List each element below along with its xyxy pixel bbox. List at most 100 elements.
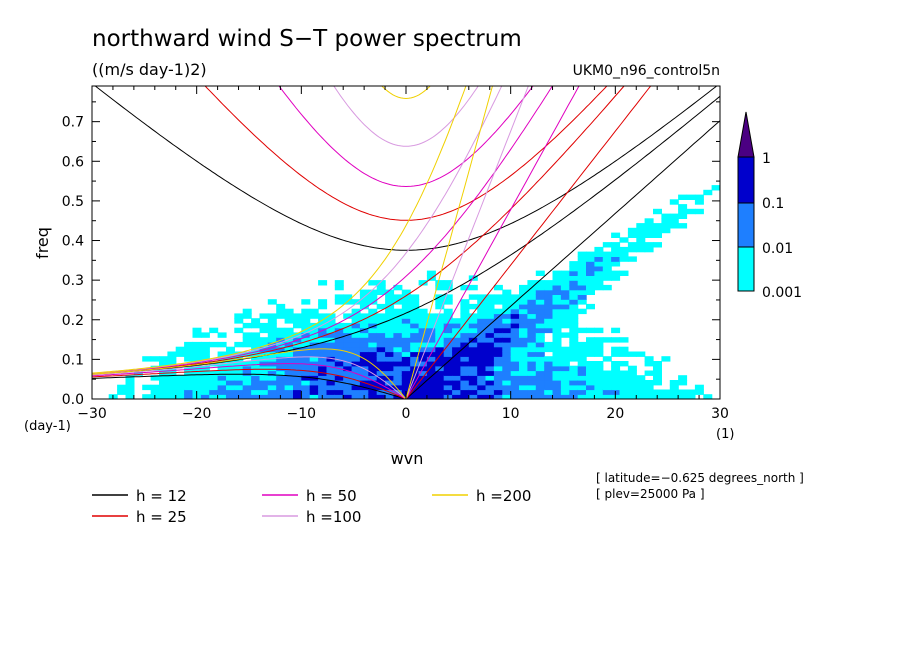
heatmap-cell — [242, 341, 252, 348]
heatmap-cell — [544, 327, 554, 334]
heatmap-cell — [351, 365, 361, 372]
heatmap-cell — [485, 365, 495, 372]
heatmap-cell — [493, 318, 503, 324]
heatmap-cell — [234, 318, 244, 324]
heatmap-cell — [401, 327, 411, 334]
heatmap-cell — [644, 380, 654, 386]
heatmap-cell — [376, 365, 386, 372]
heatmap-cell — [535, 294, 545, 300]
heatmap-cell — [267, 346, 277, 353]
heatmap-cell — [309, 384, 319, 391]
heatmap-cell — [468, 303, 478, 310]
heatmap-cell — [259, 394, 269, 399]
heatmap-cell — [519, 380, 528, 386]
heatmap-cell — [284, 346, 294, 353]
heatmap-cell — [586, 380, 595, 386]
heatmap-cell — [259, 389, 269, 395]
heatmap-cell — [267, 313, 277, 319]
heatmap-cell — [226, 365, 235, 372]
heatmap-cell — [435, 375, 445, 381]
heatmap-cell — [611, 351, 621, 357]
heatmap-cell — [627, 375, 637, 381]
heatmap-cell — [477, 346, 487, 353]
heatmap-cell — [493, 294, 503, 300]
heatmap-cell — [594, 384, 604, 391]
heatmap-cell — [678, 389, 688, 395]
heatmap-cell — [318, 346, 328, 353]
heatmap-cell — [200, 375, 210, 381]
heatmap-cell — [376, 375, 386, 381]
heatmap-cell — [560, 318, 570, 324]
heatmap-cell — [502, 389, 512, 395]
heatmap-cell — [284, 380, 294, 386]
heatmap-cell — [678, 194, 688, 200]
heatmap-cell — [334, 380, 344, 386]
heatmap-cell — [334, 322, 344, 329]
heatmap-cell — [452, 380, 462, 386]
heatmap-cell — [385, 380, 395, 386]
colorbar-extend-arrow — [737, 111, 755, 158]
heatmap-cell — [619, 380, 629, 386]
heatmap-cell — [569, 351, 579, 357]
heatmap-cell — [569, 375, 579, 381]
heatmap-cell — [284, 332, 294, 338]
heatmap-cell — [418, 341, 428, 348]
heatmap-cell — [619, 375, 629, 381]
heatmap-cell — [410, 303, 420, 310]
heatmap-cell — [301, 308, 311, 315]
heatmap-cell — [301, 327, 311, 334]
heatmap-cell — [351, 375, 361, 381]
heatmap-cell — [485, 308, 495, 315]
heatmap-cell — [602, 389, 612, 395]
heatmap-cell — [502, 375, 512, 381]
heatmap-cell — [242, 332, 252, 338]
heatmap-cell — [485, 318, 495, 324]
y-unit-label: (day-1) — [24, 419, 71, 434]
heatmap-cell — [619, 346, 629, 353]
heatmap-cell — [586, 389, 595, 395]
heatmap-cell — [569, 337, 579, 343]
dispersion-curve — [92, 86, 553, 375]
heatmap-cell — [468, 365, 478, 372]
heatmap-cell — [619, 337, 629, 343]
heatmap-cell — [653, 389, 662, 395]
heatmap-cell — [217, 365, 227, 372]
heatmap-cell — [293, 318, 302, 324]
colorbar-segment — [737, 202, 755, 248]
heatmap-cell — [519, 322, 528, 329]
heatmap-cell — [460, 313, 470, 319]
chart-units: ((m/s day-1)2) — [92, 60, 207, 79]
heatmap-cell — [276, 389, 286, 395]
heatmap-cell — [159, 361, 168, 367]
heatmap-cell — [653, 370, 662, 376]
heatmap-cell — [644, 384, 654, 391]
heatmap-cell — [535, 380, 545, 386]
heatmap-cell — [242, 337, 252, 343]
heatmap-cell — [460, 337, 470, 343]
heatmap-cell — [636, 351, 646, 357]
heatmap-cell — [477, 380, 487, 386]
heatmap-cell — [251, 384, 261, 391]
heatmap-cell — [493, 375, 503, 381]
heatmap-cell — [301, 394, 311, 399]
heatmap-cell — [569, 308, 579, 315]
heatmap-cell — [619, 256, 629, 262]
heatmap-cell — [376, 327, 386, 334]
heatmap-cell — [627, 232, 637, 238]
heatmap-cell — [519, 337, 528, 343]
heatmap-cell — [175, 375, 185, 381]
heatmap-cell — [276, 365, 286, 372]
heatmap-cell — [527, 322, 537, 329]
heatmap-cell — [435, 280, 445, 286]
heatmap-cell — [586, 341, 595, 348]
heatmap-cell — [393, 370, 403, 376]
heatmap-cell — [426, 313, 436, 319]
heatmap-cell — [368, 389, 378, 395]
heatmap-cell — [586, 375, 595, 381]
heatmap-cell — [627, 365, 637, 372]
heatmap-cell — [393, 284, 403, 291]
heatmap-cell — [577, 341, 587, 348]
heatmap-cell — [594, 370, 604, 376]
heatmap-cell — [452, 337, 462, 343]
heatmap-cell — [401, 384, 411, 391]
